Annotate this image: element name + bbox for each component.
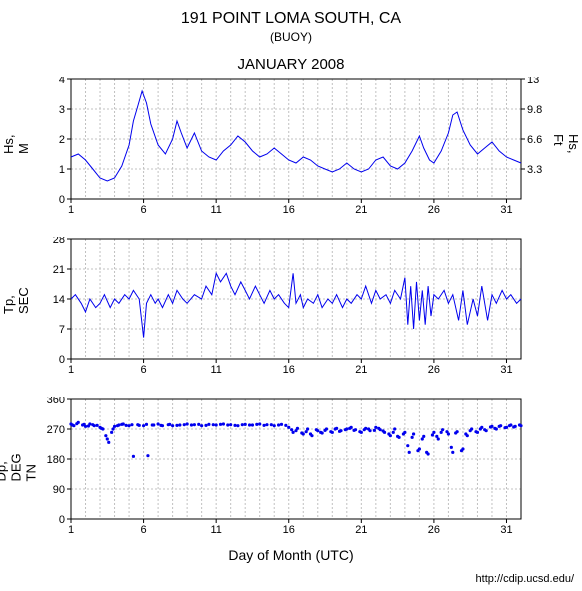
svg-text:3: 3 [59, 104, 65, 116]
svg-text:2: 2 [59, 134, 65, 146]
ylabel-left-tp: Tp, SEC [1, 294, 31, 314]
svg-text:1: 1 [59, 164, 65, 176]
svg-text:9.8: 9.8 [527, 104, 542, 116]
panel-hs: Hs, MHs, Ft012343.36.69.813161116212631 [6, 77, 576, 219]
svg-text:28: 28 [53, 237, 65, 246]
ylabel-left-dp: Dp, DEG TN [0, 462, 39, 482]
svg-text:7: 7 [59, 324, 65, 336]
svg-text:4: 4 [59, 77, 65, 86]
chart-header: 191 POINT LOMA SOUTH, CA (BUOY) JANUARY … [0, 10, 582, 73]
svg-text:0: 0 [59, 194, 65, 206]
svg-text:14: 14 [53, 294, 65, 306]
svg-text:13: 13 [527, 77, 539, 86]
svg-text:6.6: 6.6 [527, 134, 542, 146]
svg-text:90: 90 [53, 484, 65, 496]
svg-text:0: 0 [59, 514, 65, 526]
x-axis-label: Day of Month (UTC) [0, 547, 582, 563]
plot-dp: 090180270360161116212631 [6, 397, 576, 539]
panel-tp: Tp, SEC07142128161116212631 [6, 237, 576, 379]
svg-text:11: 11 [210, 204, 221, 216]
svg-text:6: 6 [141, 364, 147, 376]
svg-text:6: 6 [141, 204, 147, 216]
ylabel-left-hs: Hs, M [1, 134, 31, 154]
svg-text:21: 21 [53, 264, 65, 276]
svg-text:3.3: 3.3 [527, 164, 542, 176]
svg-text:26: 26 [428, 364, 440, 376]
svg-text:180: 180 [47, 454, 65, 466]
main-title: 191 POINT LOMA SOUTH, CA [0, 10, 582, 28]
svg-text:21: 21 [355, 524, 367, 536]
plot-tp: 07142128161116212631 [6, 237, 576, 379]
ylabel-right-hs: Hs, Ft [551, 134, 581, 154]
svg-text:26: 26 [428, 524, 440, 536]
svg-text:16: 16 [283, 524, 295, 536]
credit-url: http://cdip.ucsd.edu/ [476, 573, 574, 585]
series-hs [71, 91, 521, 181]
svg-text:1: 1 [68, 524, 74, 536]
plot-hs: 012343.36.69.813161116212631 [6, 77, 576, 219]
subtitle-buoy: (BUOY) [0, 30, 582, 44]
svg-text:1: 1 [68, 364, 74, 376]
svg-text:21: 21 [355, 204, 367, 216]
svg-text:21: 21 [355, 364, 367, 376]
svg-text:31: 31 [500, 204, 512, 216]
svg-text:0: 0 [59, 354, 65, 366]
svg-text:31: 31 [500, 364, 512, 376]
svg-text:6: 6 [141, 524, 147, 536]
series-tp [71, 273, 521, 337]
svg-text:11: 11 [210, 524, 221, 536]
svg-text:360: 360 [47, 397, 65, 406]
svg-text:16: 16 [283, 364, 295, 376]
svg-text:31: 31 [500, 524, 512, 536]
svg-text:1: 1 [68, 204, 74, 216]
svg-text:270: 270 [47, 424, 65, 436]
svg-text:16: 16 [283, 204, 295, 216]
panel-dp: Dp, DEG TN090180270360161116212631 [6, 397, 576, 539]
subtitle-month: JANUARY 2008 [0, 56, 582, 73]
panels-container: Hs, MHs, Ft012343.36.69.813161116212631T… [0, 77, 582, 539]
svg-text:11: 11 [210, 364, 221, 376]
svg-text:26: 26 [428, 204, 440, 216]
